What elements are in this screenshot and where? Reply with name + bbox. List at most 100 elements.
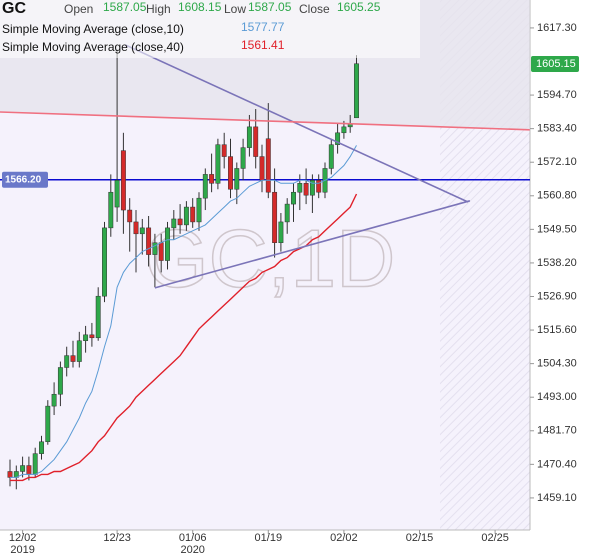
candle-body <box>26 465 32 475</box>
candle-body <box>272 191 278 243</box>
candle-body <box>221 144 227 157</box>
candle-body <box>158 242 164 261</box>
ohlc-value: 1605.25 <box>337 0 381 14</box>
candle-body <box>127 209 133 223</box>
ohlc-label: Open <box>64 2 93 16</box>
trendline <box>0 111 530 131</box>
ohlc-value: 1608.15 <box>178 0 222 14</box>
y-tick-label: 1493.00 <box>537 391 577 403</box>
legend-bg <box>0 0 420 58</box>
candle-body <box>234 168 240 190</box>
candle-body <box>309 180 315 196</box>
candle-body <box>240 147 246 169</box>
candle-body <box>146 227 152 255</box>
ohlc-label: Low <box>224 2 246 16</box>
ohlc-label: High <box>146 2 171 16</box>
candle-body <box>303 183 309 196</box>
candle-body <box>215 144 221 184</box>
y-tick-label: 1572.10 <box>537 156 577 168</box>
candle-body <box>20 465 26 472</box>
year-label: 2020 <box>180 544 204 556</box>
candle-body <box>171 218 177 229</box>
x-tick-label: 02/15 <box>406 532 434 544</box>
last-price-tag <box>531 56 579 73</box>
y-tick-label: 1481.70 <box>537 425 577 437</box>
legend: GC Open 1587.05 High 1608.15 Low 1587.05 Close 1… <box>0 0 420 58</box>
candle-body <box>57 367 63 395</box>
y-tick-label: 1515.60 <box>537 324 577 336</box>
candle-body <box>108 191 114 229</box>
y-tick-label: 1549.50 <box>537 223 577 235</box>
candle-body <box>265 138 271 193</box>
candle-body <box>341 126 347 134</box>
y-tick-label: 1594.70 <box>537 89 577 101</box>
x-tick-label: 02/02 <box>330 532 358 544</box>
trendline <box>124 44 469 203</box>
sma-line <box>10 145 357 478</box>
x-tick-label: 02/25 <box>481 532 509 544</box>
candle-body <box>291 191 296 205</box>
candle-body <box>165 227 170 261</box>
year-label: 2019 <box>10 544 34 556</box>
x-tick-label: 12/23 <box>103 532 131 544</box>
candle-body <box>246 126 252 148</box>
level-tag <box>2 171 48 188</box>
candle-body <box>209 174 215 184</box>
candle-body <box>76 340 82 362</box>
candle-body <box>284 203 290 223</box>
candle-body <box>335 132 341 145</box>
sma-line <box>10 193 358 482</box>
candle-body <box>354 63 359 119</box>
ohlc-value: 1587.05 <box>248 0 292 14</box>
candle-body <box>139 227 145 235</box>
y-tick-label: 1526.90 <box>537 290 577 302</box>
y-tick-label: 1470.40 <box>537 458 577 470</box>
candle-body <box>297 183 303 193</box>
candle-body <box>45 405 51 443</box>
ohlc-value: 1587.05 <box>103 0 147 14</box>
legend-value: 1561.41 <box>241 38 285 52</box>
y-tick-label: 1617.30 <box>537 22 577 34</box>
candle-body <box>7 471 13 478</box>
candle-body <box>190 206 196 223</box>
legend-name: Simple Moving Average (close,10) <box>2 22 184 36</box>
candle-body <box>70 355 76 362</box>
candle-body <box>114 180 120 208</box>
candle-body <box>64 355 70 368</box>
legend-value: 1577.77 <box>241 20 285 34</box>
legend-name: Simple Moving Average (close,40) <box>2 40 184 54</box>
candle-body <box>202 174 208 199</box>
trendline <box>154 200 471 289</box>
candle-body <box>95 295 101 339</box>
axes: 1617.30 1594.70 1583.40 1572.10 1560.80 1549.… <box>2 22 579 556</box>
candle-body <box>152 242 158 255</box>
x-tick-label: 01/06 <box>179 532 207 544</box>
candle-body <box>183 206 189 226</box>
x-tick-label: 01/19 <box>255 532 283 544</box>
candle-body <box>259 156 265 181</box>
x-tick-label: 12/02 <box>9 532 37 544</box>
candle-body <box>83 334 89 342</box>
candle-body <box>328 144 334 169</box>
candle-body <box>133 221 139 235</box>
candle-body <box>120 150 126 211</box>
candle-body <box>39 441 44 454</box>
candle-body <box>89 334 95 339</box>
ohlc-label: Close <box>299 2 330 16</box>
y-tick-label: 1560.80 <box>537 190 577 202</box>
y-tick-label: 1504.30 <box>537 358 577 370</box>
symbol: GC <box>2 0 26 17</box>
watermark: GC,1D <box>145 214 396 305</box>
candle-body <box>316 180 322 193</box>
candle-body <box>51 393 57 407</box>
y-tick-label: 1583.40 <box>537 123 577 135</box>
candle-body <box>196 197 202 223</box>
last-price-label: 1605.15 <box>536 58 576 70</box>
y-tick-label: 1538.20 <box>537 257 577 269</box>
candle-body <box>32 453 38 475</box>
candle-body <box>228 156 233 190</box>
candle-body <box>177 218 183 226</box>
level-label: 1566.20 <box>5 174 42 185</box>
